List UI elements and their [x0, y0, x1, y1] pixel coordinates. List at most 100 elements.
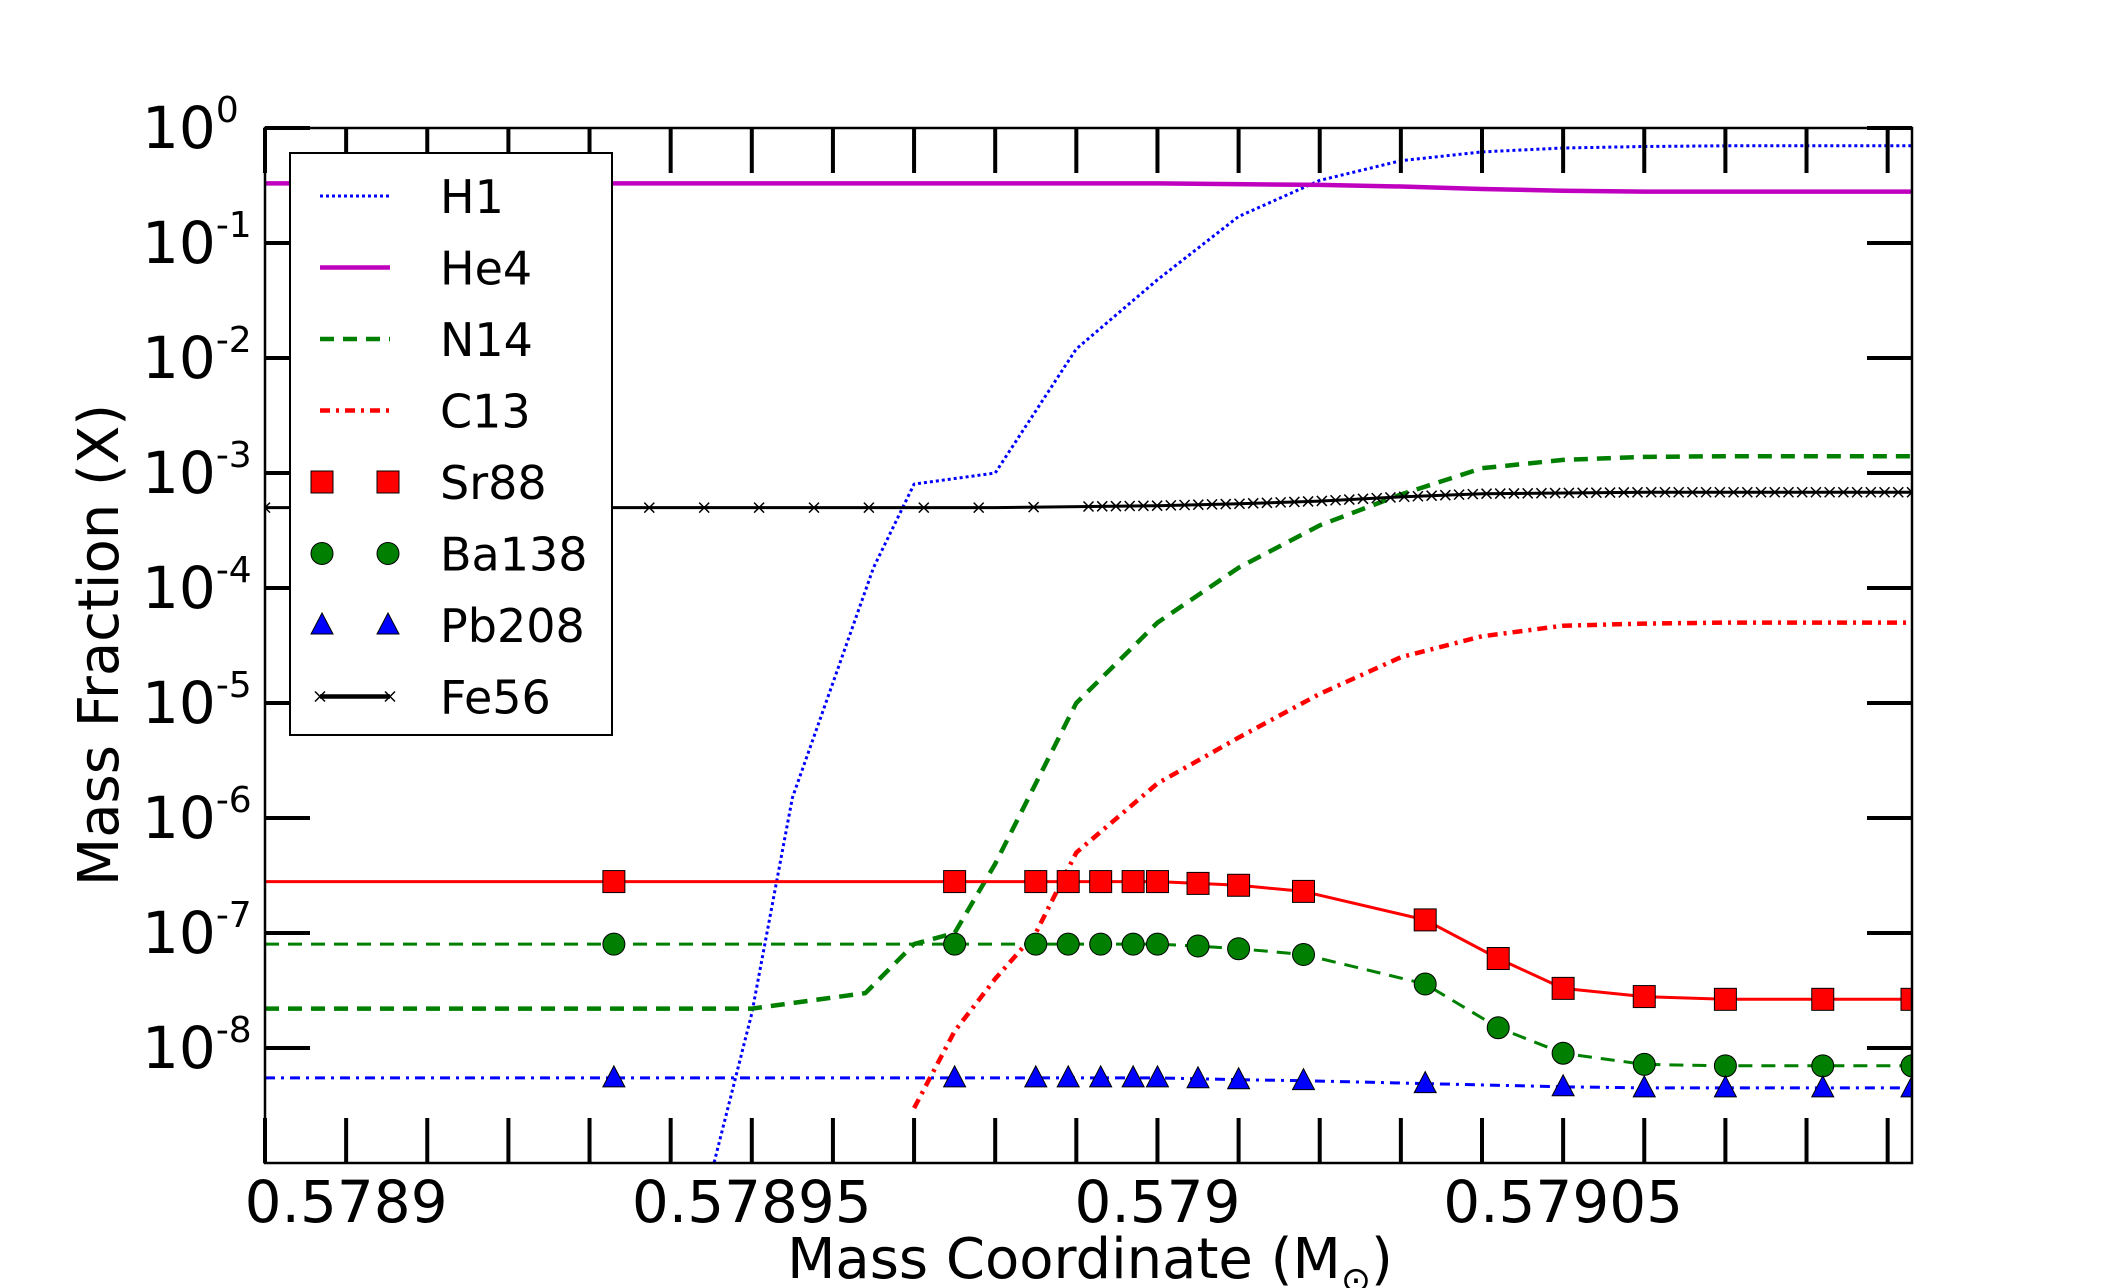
- legend: H1 He4 N14 C13 Sr88 Ba138 Pb208 Fe56: [289, 152, 613, 736]
- legend-marker: [376, 542, 400, 565]
- legend-label: He4: [440, 242, 532, 296]
- fe56-marker: [1261, 497, 1273, 509]
- fe56-marker: [1563, 487, 1575, 499]
- y-tick-label: 10-5: [142, 665, 252, 737]
- ba138-marker: [1632, 1052, 1656, 1076]
- sr88-marker: [1145, 870, 1169, 894]
- fe56-marker: [1275, 496, 1287, 508]
- fe56-marker: [1837, 486, 1849, 498]
- series-line-sr88: [265, 880, 1912, 1001]
- y-tick-label: 10-3: [142, 435, 252, 507]
- legend-entry-n14: N14: [320, 313, 533, 367]
- sr88-marker: [1486, 947, 1510, 971]
- fe56-marker: [1494, 488, 1506, 500]
- x-tick-label: 0.579: [1074, 1168, 1240, 1236]
- fe56-marker: [1782, 486, 1795, 498]
- sr88-marker: [1089, 870, 1113, 894]
- fe56-marker: [1741, 486, 1753, 498]
- sr88-marker: [1713, 987, 1737, 1011]
- ba138-marker: [1145, 932, 1169, 956]
- legend-marker: [310, 542, 334, 565]
- ba138-marker: [1811, 1054, 1835, 1078]
- fe56-marker: [1686, 486, 1698, 498]
- ba138-marker: [1292, 943, 1316, 967]
- y-tick-label: 10-1: [142, 205, 252, 277]
- fe56-marker: [1096, 500, 1108, 512]
- fe56-marker: [1384, 491, 1396, 503]
- fe56-marker: [1824, 486, 1836, 498]
- fe56-marker: [1453, 489, 1465, 501]
- fe56-marker: [1879, 486, 1891, 498]
- fe56-marker: [1535, 487, 1547, 499]
- fe56-marker: [1577, 487, 1589, 499]
- sr88-marker: [1056, 870, 1080, 894]
- y-axis-label: Mass Fraction (X): [67, 404, 132, 886]
- fe56-marker: [1288, 496, 1300, 508]
- series-n14: [265, 453, 1912, 1011]
- legend-box: [289, 152, 613, 736]
- sr88-marker: [1186, 871, 1210, 895]
- pb208-marker: [1632, 1074, 1657, 1098]
- fe56-marker: [1206, 498, 1218, 510]
- sr88-marker: [1227, 873, 1251, 897]
- plot-frame: [263, 126, 1914, 1165]
- fe56-marker: [1371, 492, 1383, 504]
- ba138-marker: [1121, 932, 1145, 956]
- fe56-marker: [1549, 487, 1561, 499]
- fe56-marker: [808, 502, 820, 514]
- pb208-marker: [1291, 1067, 1316, 1091]
- fe56-marker: [1851, 486, 1863, 498]
- fe56-marker: [973, 502, 985, 514]
- sr88-marker: [1811, 987, 1835, 1011]
- fe56-marker: [1192, 499, 1204, 511]
- pb208-marker: [1810, 1074, 1835, 1098]
- fe56-marker: [1796, 486, 1808, 498]
- fe56-marker: [1769, 486, 1781, 498]
- legend-label: Ba138: [440, 528, 588, 582]
- ba138-marker: [1186, 934, 1210, 958]
- legend-entry-ba138: Ba138: [310, 528, 588, 582]
- series-c13: [912, 620, 1912, 1110]
- fe56-marker: [863, 502, 875, 514]
- legend-label: Pb208: [440, 599, 585, 653]
- y-tick-label: 10-7: [142, 895, 252, 967]
- fe56-marker: [1522, 487, 1534, 499]
- fe56-marker: [1906, 486, 1912, 498]
- legend-entry-c13: C13: [320, 385, 531, 439]
- ba138-marker: [1227, 937, 1251, 961]
- axis-labels: Mass Fraction (X) Mass Coordinate (M⊙): [67, 404, 1393, 1288]
- fe56-marker: [1398, 491, 1410, 503]
- fe56-marker: [1343, 494, 1355, 506]
- legend-label: Sr88: [440, 456, 547, 510]
- fe56-marker: [1179, 499, 1191, 511]
- ba138-marker: [1900, 1054, 1912, 1078]
- sr88-marker: [1121, 870, 1145, 894]
- ba138-marker: [1486, 1016, 1510, 1040]
- fe56-marker: [1659, 486, 1671, 498]
- fe56-marker: [1137, 500, 1149, 512]
- x-tick-label: 0.5789: [245, 1168, 448, 1236]
- fe56-marker: [1618, 486, 1630, 498]
- fe56-marker: [1316, 495, 1328, 507]
- fe56-marker: [1110, 500, 1122, 512]
- ba138-marker: [1551, 1041, 1575, 1065]
- legend-marker: [310, 611, 334, 635]
- fe56-marker: [1755, 486, 1767, 498]
- y-tick-label: 10-2: [142, 320, 252, 392]
- fe56-marker: [1865, 486, 1877, 498]
- x-axis-label-sun-symbol: ⊙: [1341, 1260, 1371, 1288]
- y-tick-label: 10-8: [142, 1010, 252, 1082]
- fe56-marker: [1124, 500, 1136, 512]
- series-line-ba138: [265, 942, 1912, 1068]
- legend-marker: [314, 690, 326, 703]
- fe56-marker: [1604, 487, 1616, 499]
- x-tick-label: 0.57895: [632, 1168, 872, 1236]
- pb208-marker: [942, 1064, 967, 1088]
- y-tick-label: 10-6: [142, 780, 252, 852]
- pb208-marker: [602, 1064, 626, 1088]
- fe56-marker: [1151, 500, 1163, 512]
- fe56-marker: [918, 502, 930, 514]
- x-axis-label-close: ): [1371, 1227, 1393, 1288]
- legend-entry-pb208: Pb208: [310, 599, 585, 653]
